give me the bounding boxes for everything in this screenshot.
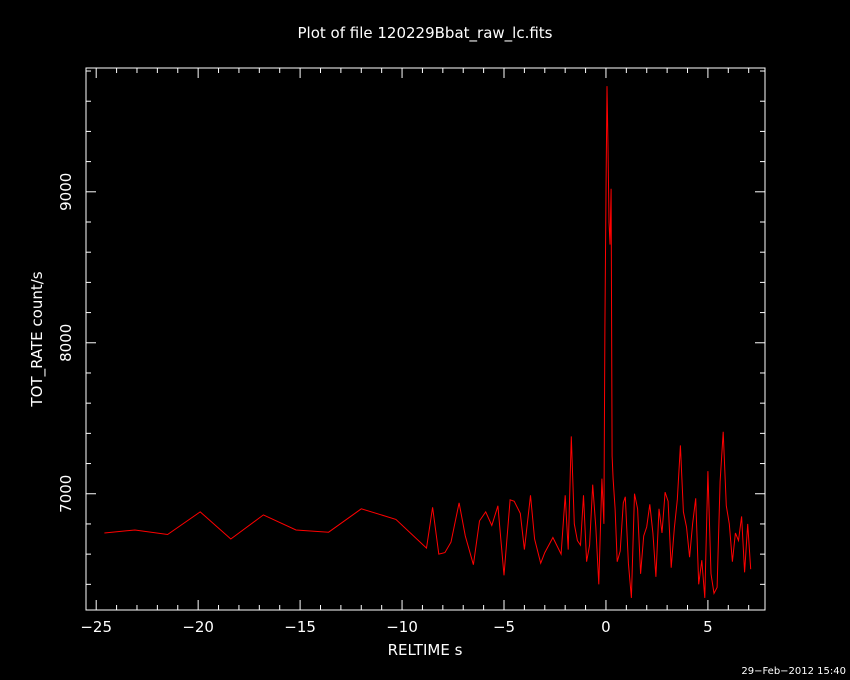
y-tick-label: 7000	[57, 475, 75, 513]
series-layer	[104, 86, 752, 598]
x-tick-label: −15	[284, 618, 316, 636]
x-tick-labels: −25 −20 −15 −10 −5 0 5	[80, 618, 712, 636]
x-tick-label: −20	[182, 618, 214, 636]
y-tick-label: 9000	[57, 173, 75, 211]
x-tick-label: −25	[80, 618, 112, 636]
x-tick-label: 0	[601, 618, 611, 636]
y-tick-label: 8000	[57, 324, 75, 362]
x-tick-label: 5	[703, 618, 713, 636]
chart-title: Plot of file 120229Bbat_raw_lc.fits	[298, 24, 553, 43]
y-axis-label: TOT_RATE count/s	[28, 271, 47, 407]
x-tick-label: −5	[493, 618, 515, 636]
series-line	[104, 86, 752, 598]
timestamp: 29−Feb−2012 15:40	[741, 666, 846, 677]
x-tick-label: −10	[386, 618, 418, 636]
y-tick-labels: 7000 8000 9000	[57, 173, 75, 513]
plot-frame	[85, 67, 766, 611]
axis-ticks	[86, 68, 765, 610]
x-axis-label: RELTIME s	[388, 641, 463, 659]
